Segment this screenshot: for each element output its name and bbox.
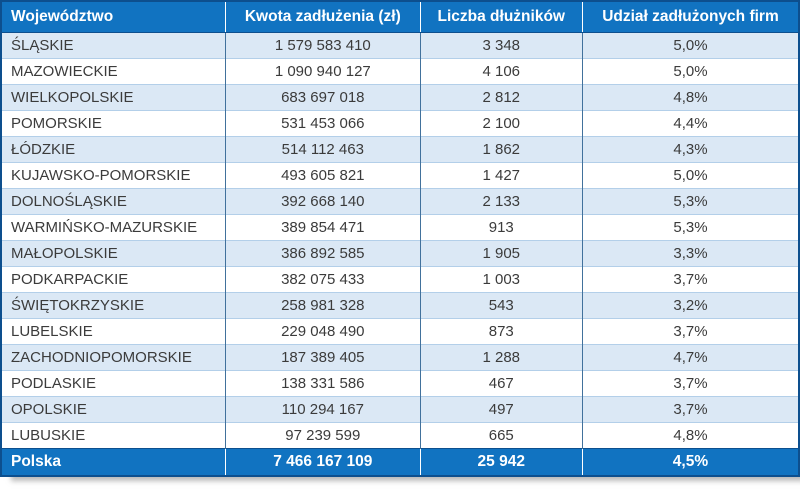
amount-cell: 514 112 463	[225, 136, 421, 163]
debtors-cell: 543	[419, 292, 583, 319]
amount-cell: 386 892 585	[225, 240, 421, 267]
region-cell: PODKARPACKIE	[1, 266, 226, 293]
amount-cell: 683 697 018	[225, 84, 421, 111]
totals-row: Polska 7 466 167 109 25 942 4,5%	[1, 448, 799, 476]
amount-cell: 97 239 599	[225, 422, 421, 449]
table-row: MAŁOPOLSKIE 386 892 585 1 905 3,3%	[1, 240, 799, 267]
debtors-cell: 467	[419, 370, 583, 397]
region-cell: MAŁOPOLSKIE	[1, 240, 226, 267]
debtors-cell: 4 106	[419, 58, 583, 85]
totals-region-cell: Polska	[1, 448, 226, 476]
header-row: Województwo Kwota zadłużenia (zł) Liczba…	[1, 1, 799, 33]
table-row: WARMIŃSKO-MAZURSKIE 389 854 471 913 5,3%	[1, 214, 799, 241]
amount-cell: 187 389 405	[225, 344, 421, 371]
share-cell: 3,7%	[581, 266, 799, 293]
table-row: DOLNOŚLĄSKIE 392 668 140 2 133 5,3%	[1, 188, 799, 215]
amount-cell: 382 075 433	[225, 266, 421, 293]
debtors-cell: 1 427	[419, 162, 583, 189]
header-cell-share: Udział zadłużonych firm	[581, 1, 799, 33]
amount-cell: 258 981 328	[225, 292, 421, 319]
region-cell: KUJAWSKO-POMORSKIE	[1, 162, 226, 189]
table-row: ŚWIĘTOKRZYSKIE 258 981 328 543 3,2%	[1, 292, 799, 319]
debtors-cell: 2 100	[419, 110, 583, 137]
table-row: LUBUSKIE 97 239 599 665 4,8%	[1, 422, 799, 449]
region-cell: POMORSKIE	[1, 110, 226, 137]
share-cell: 3,2%	[581, 292, 799, 319]
region-cell: WIELKOPOLSKIE	[1, 84, 226, 111]
share-cell: 3,3%	[581, 240, 799, 267]
debtors-cell: 1 905	[419, 240, 583, 267]
region-cell: MAZOWIECKIE	[1, 58, 226, 85]
share-cell: 4,7%	[581, 344, 799, 371]
amount-cell: 138 331 586	[225, 370, 421, 397]
share-cell: 3,7%	[581, 396, 799, 423]
table-header: Województwo Kwota zadłużenia (zł) Liczba…	[1, 1, 799, 33]
share-cell: 5,0%	[581, 58, 799, 85]
table-footer: Polska 7 466 167 109 25 942 4,5%	[1, 448, 799, 476]
debtors-cell: 873	[419, 318, 583, 345]
voivodeship-debt-table: Województwo Kwota zadłużenia (zł) Liczba…	[0, 0, 800, 477]
header-cell-region: Województwo	[1, 1, 226, 33]
share-cell: 5,3%	[581, 214, 799, 241]
amount-cell: 110 294 167	[225, 396, 421, 423]
share-cell: 5,0%	[581, 32, 799, 59]
table-row: MAZOWIECKIE 1 090 940 127 4 106 5,0%	[1, 58, 799, 85]
amount-cell: 531 453 066	[225, 110, 421, 137]
region-cell: DOLNOŚLĄSKIE	[1, 188, 226, 215]
table-row: WIELKOPOLSKIE 683 697 018 2 812 4,8%	[1, 84, 799, 111]
table-row: ŁÓDZKIE 514 112 463 1 862 4,3%	[1, 136, 799, 163]
totals-share-cell: 4,5%	[581, 448, 799, 476]
debtors-cell: 1 003	[419, 266, 583, 293]
amount-cell: 1 090 940 127	[225, 58, 421, 85]
debtors-cell: 1 288	[419, 344, 583, 371]
header-cell-amount: Kwota zadłużenia (zł)	[225, 1, 421, 33]
debtors-cell: 3 348	[419, 32, 583, 59]
table-body: ŚLĄSKIE 1 579 583 410 3 348 5,0% MAZOWIE…	[1, 32, 799, 449]
amount-cell: 1 579 583 410	[225, 32, 421, 59]
region-cell: ZACHODNIOPOMORSKIE	[1, 344, 226, 371]
table-row: PODKARPACKIE 382 075 433 1 003 3,7%	[1, 266, 799, 293]
amount-cell: 389 854 471	[225, 214, 421, 241]
region-cell: OPOLSKIE	[1, 396, 226, 423]
debtors-cell: 665	[419, 422, 583, 449]
share-cell: 5,0%	[581, 162, 799, 189]
share-cell: 4,8%	[581, 422, 799, 449]
region-cell: ŚLĄSKIE	[1, 32, 226, 59]
share-cell: 4,4%	[581, 110, 799, 137]
table-row: OPOLSKIE 110 294 167 497 3,7%	[1, 396, 799, 423]
table-row: POMORSKIE 531 453 066 2 100 4,4%	[1, 110, 799, 137]
table-row: KUJAWSKO-POMORSKIE 493 605 821 1 427 5,0…	[1, 162, 799, 189]
totals-amount-cell: 7 466 167 109	[225, 448, 421, 476]
share-cell: 3,7%	[581, 370, 799, 397]
region-cell: LUBELSKIE	[1, 318, 226, 345]
debtors-cell: 2 133	[419, 188, 583, 215]
table-row: PODLASKIE 138 331 586 467 3,7%	[1, 370, 799, 397]
share-cell: 3,7%	[581, 318, 799, 345]
amount-cell: 229 048 490	[225, 318, 421, 345]
region-cell: ŁÓDZKIE	[1, 136, 226, 163]
region-cell: PODLASKIE	[1, 370, 226, 397]
region-cell: ŚWIĘTOKRZYSKIE	[1, 292, 226, 319]
amount-cell: 493 605 821	[225, 162, 421, 189]
share-cell: 5,3%	[581, 188, 799, 215]
debtors-cell: 913	[419, 214, 583, 241]
debt-table-container: Województwo Kwota zadłużenia (zł) Liczba…	[0, 0, 800, 477]
amount-cell: 392 668 140	[225, 188, 421, 215]
totals-debtors-cell: 25 942	[419, 448, 583, 476]
share-cell: 4,3%	[581, 136, 799, 163]
debtors-cell: 2 812	[419, 84, 583, 111]
table-row: ŚLĄSKIE 1 579 583 410 3 348 5,0%	[1, 32, 799, 59]
share-cell: 4,8%	[581, 84, 799, 111]
debtors-cell: 497	[419, 396, 583, 423]
region-cell: WARMIŃSKO-MAZURSKIE	[1, 214, 226, 241]
debtors-cell: 1 862	[419, 136, 583, 163]
header-cell-debtors: Liczba dłużników	[419, 1, 583, 33]
region-cell: LUBUSKIE	[1, 422, 226, 449]
table-row: ZACHODNIOPOMORSKIE 187 389 405 1 288 4,7…	[1, 344, 799, 371]
table-row: LUBELSKIE 229 048 490 873 3,7%	[1, 318, 799, 345]
